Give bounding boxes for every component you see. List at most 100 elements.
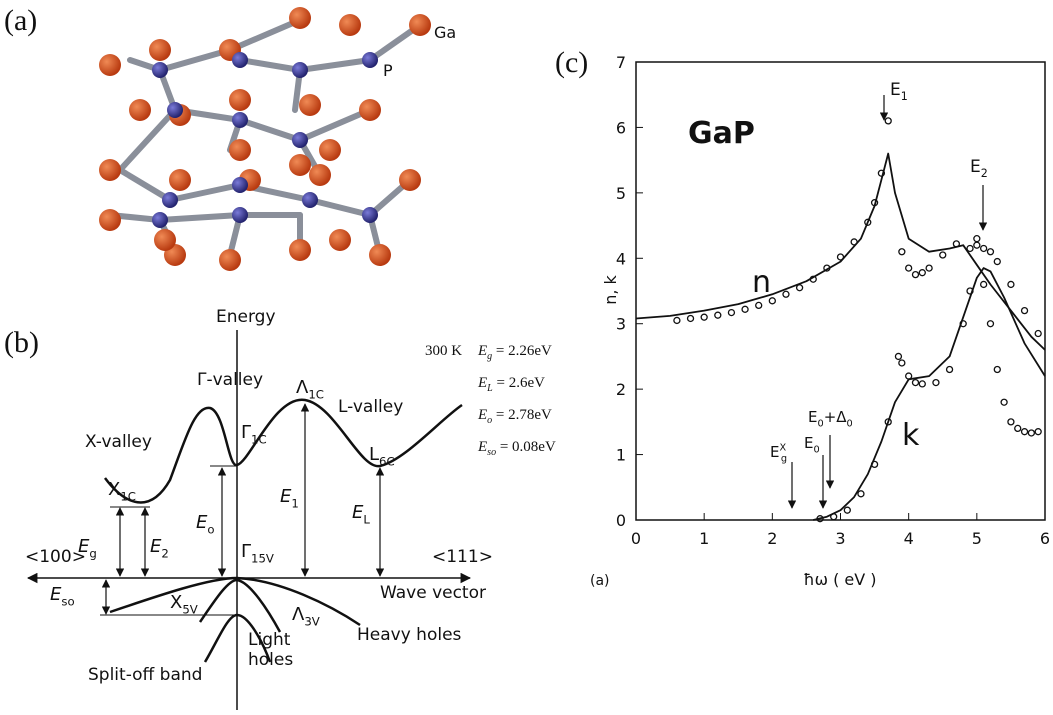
label-main: L [369, 444, 379, 465]
label-main: E [196, 512, 208, 533]
atom-label: Ga [434, 23, 456, 42]
data-point [895, 353, 901, 359]
label-main: X [108, 479, 120, 500]
label: Γ-valley [197, 370, 263, 390]
ga-atom [289, 7, 311, 29]
label: Energy [216, 307, 276, 327]
x-tick-label: 1 [699, 529, 709, 548]
data-point [1015, 425, 1021, 431]
ga-atom [329, 229, 351, 251]
label-sub: 1 [901, 90, 908, 103]
label: X-valley [85, 432, 152, 452]
ga-atom [229, 89, 251, 111]
ga-atom [219, 249, 241, 271]
crystal [99, 7, 431, 271]
label: E0 [804, 434, 820, 456]
y-tick-label: 5 [616, 184, 626, 203]
data-point [688, 315, 694, 321]
label: EXg [770, 442, 787, 464]
ga-atom [154, 229, 176, 251]
label-main: Γ [241, 422, 251, 443]
param-rest: = 2.78eV [492, 407, 552, 423]
param-rest: = 2.6eV [493, 375, 545, 391]
label-main: E [890, 80, 901, 100]
label: L6C [369, 444, 395, 468]
ga-atom [99, 54, 121, 76]
p-atom [292, 132, 308, 148]
crystal-panel: (a) Ga P [4, 4, 456, 271]
label: Split-off band [88, 665, 202, 685]
p-atom [232, 177, 248, 193]
label: X5V [170, 592, 198, 616]
label-sub: L [363, 512, 370, 526]
ga-atom [289, 239, 311, 261]
label-sub: 2 [981, 167, 988, 180]
label-sub: so [61, 594, 74, 608]
ga-atom [129, 99, 151, 121]
data-point [906, 373, 912, 379]
data-point [919, 381, 925, 387]
bond [160, 215, 240, 220]
ga-atom [339, 14, 361, 36]
data-point [756, 302, 762, 308]
data-point [974, 236, 980, 242]
x-axis-label: ħω ( eV ) [803, 570, 876, 589]
x-tick-label: 6 [1040, 529, 1050, 548]
data-point [844, 507, 850, 513]
ga-atom [289, 154, 311, 176]
label: Λ1C [296, 377, 324, 401]
data-point [987, 321, 993, 327]
label: Γ15V [241, 541, 274, 565]
ga-atom [99, 209, 121, 231]
label-main: Λ [292, 604, 305, 625]
data-point [858, 491, 864, 497]
bond [240, 120, 300, 140]
data-point [1008, 281, 1014, 287]
data-point [926, 265, 932, 271]
y-tick-label: 1 [616, 446, 626, 465]
label-sub: 1 [291, 496, 298, 510]
label: 300 K [425, 343, 462, 359]
label-main: Λ [296, 377, 309, 398]
data-point [974, 242, 980, 248]
data-point [1008, 419, 1014, 425]
label: Γ1C [241, 422, 267, 446]
data-point [994, 259, 1000, 265]
label: Eso [50, 584, 75, 608]
corner-label: (a) [590, 573, 610, 589]
label: Eg [78, 536, 97, 560]
data-point [728, 310, 734, 316]
bond [120, 170, 170, 200]
label: X1C [108, 479, 136, 503]
data-point [1035, 429, 1041, 435]
param-symbol: E [477, 375, 487, 391]
ga-atom [229, 139, 251, 161]
label-sub: 0 [847, 419, 853, 430]
chart-title: GaP [688, 116, 755, 151]
param-sub: so [487, 447, 496, 458]
label-rest: +Δ [824, 408, 848, 426]
data-point [1035, 331, 1041, 337]
light-holes-band [200, 580, 280, 632]
label: E0+Δ0 [808, 408, 853, 430]
label-sub: 1C [308, 387, 324, 401]
bond [300, 60, 370, 70]
label: Wave vector [380, 583, 486, 603]
data-point [912, 272, 918, 278]
data-point [994, 367, 1000, 373]
data-point [899, 249, 905, 255]
label-sub: 1C [251, 432, 267, 446]
y-tick-label: 3 [616, 315, 626, 334]
data-point [899, 360, 905, 366]
data-point [967, 245, 973, 251]
y-tick-label: 4 [616, 249, 626, 268]
x-tick-label: 0 [631, 529, 641, 548]
label: holes [248, 650, 293, 670]
label-sub: 1C [120, 489, 136, 503]
data-point [1001, 399, 1007, 405]
data-point [933, 380, 939, 386]
bond [310, 200, 370, 215]
data-point [701, 314, 707, 320]
bond [240, 60, 300, 70]
p-atom [292, 62, 308, 78]
